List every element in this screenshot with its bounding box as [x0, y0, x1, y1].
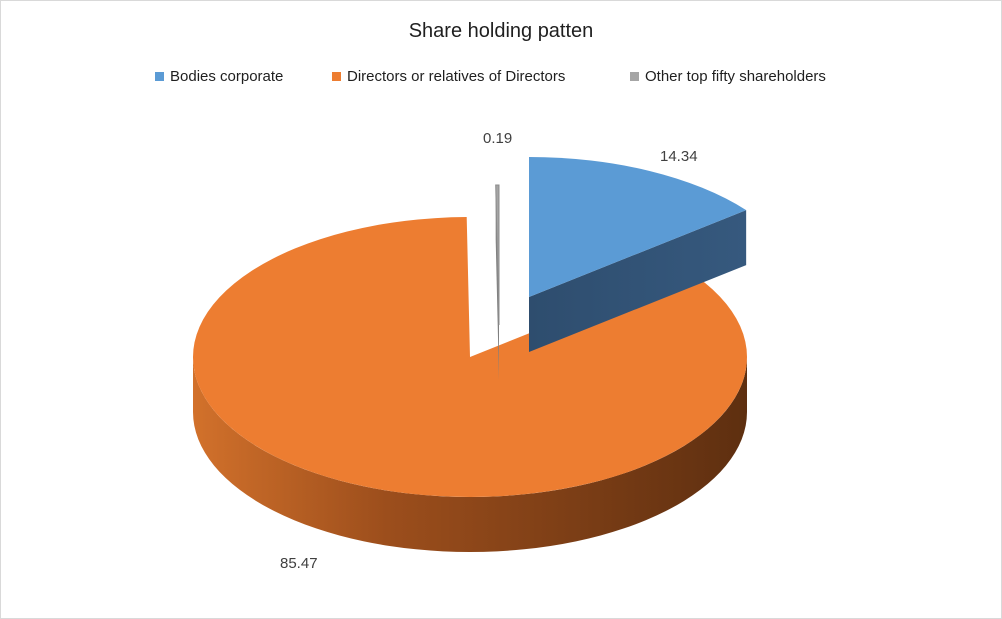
legend-label: Directors or relatives of Directors: [347, 68, 566, 85]
data-label-other-top-fifty: 0.19: [483, 130, 512, 147]
chart-title: Share holding patten: [408, 20, 594, 42]
data-label-directors: 85.47: [280, 555, 318, 572]
slice-bodies-corporate-side: [529, 210, 747, 352]
slice-other-top-fifty: [495, 184, 500, 326]
legend: Bodies corporate Directors or relatives …: [0, 68, 1002, 88]
legend-swatch: [630, 72, 639, 81]
legend-item-other-top-fifty: Other top fifty shareholders: [630, 68, 826, 85]
legend-label: Other top fifty shareholders: [645, 68, 826, 85]
slice-bodies-corporate: [529, 157, 747, 297]
legend-item-directors: Directors or relatives of Directors: [332, 68, 565, 85]
slice-directors: [193, 217, 748, 497]
data-label-bodies-corporate: 14.34: [660, 148, 698, 165]
legend-label: Bodies corporate: [170, 68, 284, 85]
slice-directors-side: [193, 357, 747, 552]
legend-swatch: [155, 72, 164, 81]
legend-item-bodies-corporate: Bodies corporate: [155, 68, 283, 85]
legend-swatch: [332, 72, 341, 81]
